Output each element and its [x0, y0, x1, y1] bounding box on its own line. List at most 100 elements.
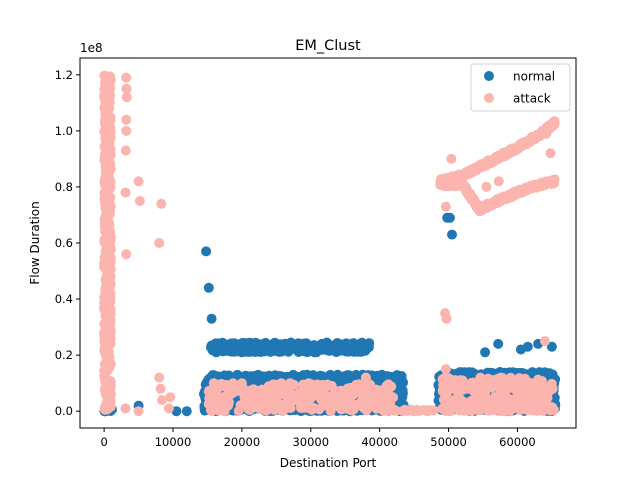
legend-label-attack: attack	[513, 92, 551, 106]
attack-point	[163, 403, 174, 414]
attack-point	[102, 295, 113, 306]
attack-point	[157, 395, 167, 405]
normal-point	[332, 369, 343, 380]
attack-point	[236, 378, 247, 389]
x-tick-label: 20000	[224, 435, 261, 449]
normal-point	[344, 346, 355, 357]
attack-point	[244, 405, 255, 415]
normal-point	[354, 340, 365, 351]
attack-point	[203, 386, 214, 397]
normal-point	[308, 345, 319, 356]
attack-point	[498, 406, 509, 417]
y-tick-label: 0.2	[55, 348, 73, 362]
attack-point	[223, 400, 234, 411]
attack-point	[326, 381, 337, 391]
attack-point	[441, 313, 452, 324]
plot-area	[99, 70, 561, 417]
x-tick-label: 60000	[499, 435, 536, 449]
attack-point	[120, 187, 131, 198]
attack-point	[314, 391, 325, 402]
attack-point	[340, 400, 351, 411]
attack-point	[104, 166, 115, 177]
attack-point	[490, 404, 501, 415]
normal-point	[522, 341, 533, 352]
attack-point	[121, 92, 132, 103]
normal-point	[447, 229, 457, 240]
attack-point	[105, 181, 116, 192]
attack-point	[541, 383, 551, 394]
attack-point	[103, 346, 114, 357]
attack-point	[104, 124, 115, 135]
attack-point	[105, 376, 116, 387]
attack-point	[279, 389, 290, 400]
attack-point	[100, 80, 111, 91]
normal-point	[181, 406, 192, 417]
y-offset-label: 1e8	[80, 41, 103, 55]
legend-label-normal: normal	[513, 70, 555, 84]
normal-point	[206, 313, 217, 324]
attack-point	[154, 238, 165, 248]
attack-point	[101, 154, 112, 165]
normal-point	[480, 347, 491, 358]
attack-point	[102, 356, 113, 367]
attack-point	[437, 374, 448, 385]
y-tick-label: 1.2	[55, 68, 73, 82]
attack-point	[308, 402, 318, 413]
attack-point	[105, 71, 115, 82]
attack-point	[120, 145, 131, 156]
attack-point	[121, 114, 132, 125]
attack-point	[481, 181, 492, 192]
attack-point	[281, 397, 292, 408]
attack-point	[235, 400, 246, 411]
data-marks	[99, 70, 561, 417]
attack-point	[446, 153, 457, 164]
attack-point	[440, 364, 451, 375]
normal-point	[274, 344, 285, 355]
attack-point	[446, 381, 457, 392]
attack-point	[105, 396, 116, 407]
attack-point	[456, 404, 467, 415]
legend-frame	[470, 63, 571, 112]
attack-point	[361, 405, 372, 416]
attack-point	[253, 395, 264, 406]
x-tick-label: 40000	[361, 435, 398, 449]
attack-point	[493, 176, 504, 187]
attack-point	[294, 396, 305, 407]
attack-point	[101, 321, 112, 332]
attack-point	[343, 386, 354, 397]
attack-point	[354, 398, 365, 409]
attack-point	[549, 119, 560, 130]
legend: normal attack	[470, 63, 571, 112]
attack-point	[466, 377, 477, 388]
attack-point	[121, 125, 132, 136]
attack-point	[121, 249, 132, 260]
attack-point	[121, 72, 132, 83]
attack-point	[360, 372, 371, 383]
attack-point	[540, 336, 550, 347]
attack-point	[105, 334, 115, 345]
attack-point	[104, 274, 114, 285]
attack-point	[103, 191, 114, 202]
attack-point	[497, 373, 508, 384]
normal-point	[372, 370, 383, 381]
attack-point	[133, 406, 144, 417]
attack-point	[380, 385, 391, 396]
attack-point	[384, 405, 395, 416]
y-tick-label: 0.6	[55, 236, 73, 250]
x-axis: 0 10000 20000 30000 40000 50000 60000	[100, 428, 536, 449]
normal-point	[241, 339, 252, 350]
normal-point	[275, 371, 286, 382]
attack-point	[483, 373, 494, 384]
attack-point	[99, 101, 110, 112]
x-axis-label: Destination Port	[280, 456, 377, 470]
normal-point	[464, 367, 474, 378]
attack-point	[100, 226, 111, 237]
attack-point	[101, 247, 112, 258]
y-axis: 0.0 0.2 0.4 0.6 0.8 1.0 1.2	[55, 68, 80, 418]
attack-point	[440, 201, 451, 212]
legend-marker-attack	[484, 93, 494, 103]
normal-point	[250, 376, 261, 387]
attack-point	[100, 133, 111, 144]
attack-point	[545, 148, 556, 159]
attack-point	[409, 406, 420, 417]
